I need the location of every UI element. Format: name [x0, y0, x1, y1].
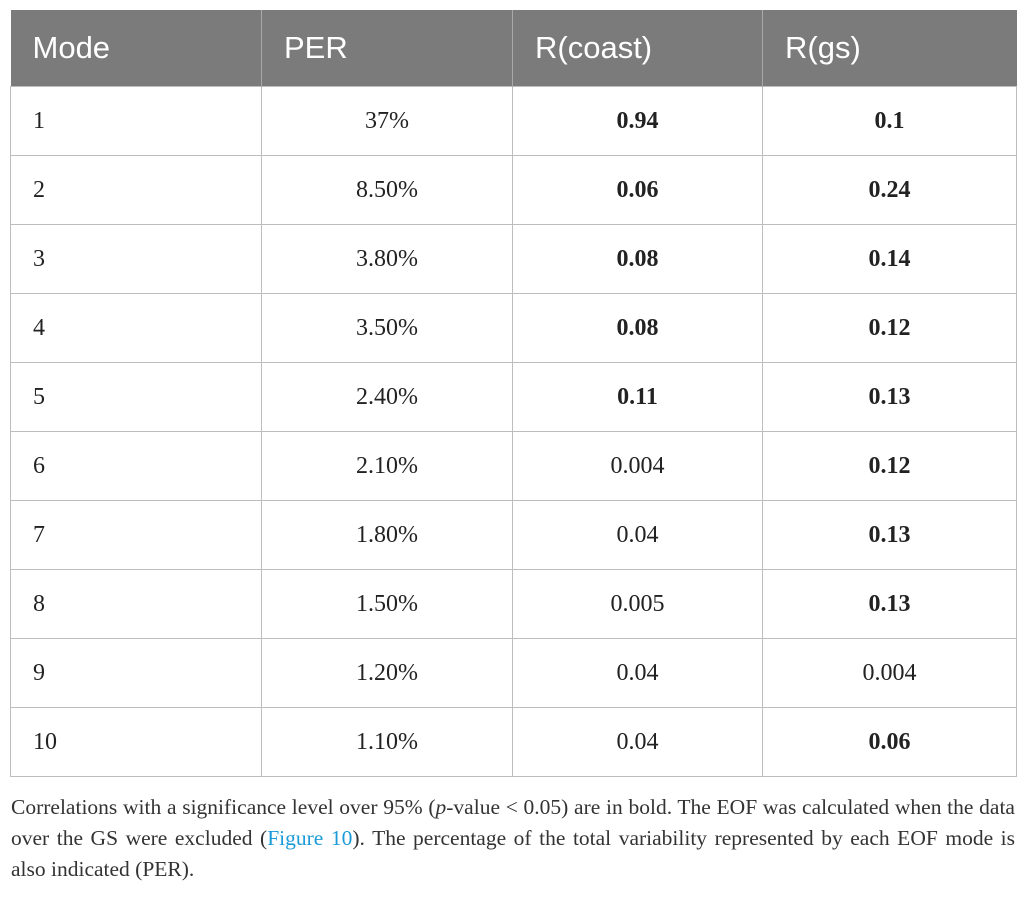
cell-r-gs: 0.13	[762, 569, 1017, 639]
cell-mode: 8	[10, 569, 262, 639]
cell-r-coast: 0.08	[512, 293, 763, 363]
figure-10-link[interactable]: Figure 10	[267, 826, 353, 850]
cell-r-gs: 0.12	[762, 431, 1017, 501]
cell-r-coast: 0.06	[512, 155, 763, 225]
cell-r-gs: 0.13	[762, 500, 1017, 570]
cell-mode: 1	[10, 86, 262, 156]
caption-p-italic: p	[435, 795, 447, 819]
cell-per: 2.10%	[261, 431, 513, 501]
cell-per: 3.80%	[261, 224, 513, 294]
caption-text-2: -value < 0.05) are in bold. The EOF was …	[11, 795, 1015, 850]
table-header: Mode PER R(coast) R(gs)	[10, 10, 1017, 87]
cell-per: 1.10%	[261, 707, 513, 777]
cell-r-coast: 0.11	[512, 362, 763, 432]
cell-mode: 6	[10, 431, 262, 501]
header-row: Mode PER R(coast) R(gs)	[10, 10, 1017, 87]
cell-r-coast: 0.04	[512, 500, 763, 570]
table-caption: Correlations with a significance level o…	[11, 792, 1015, 885]
cell-r-coast: 0.08	[512, 224, 763, 294]
cell-per: 37%	[261, 86, 513, 156]
table-row: 3 3.80% 0.08 0.14	[10, 224, 1017, 294]
table-body: 1 37% 0.94 0.1 2 8.50% 0.06 0.24 3 3.80% 0.08 0.14 4…	[10, 86, 1017, 777]
cell-per: 3.50%	[261, 293, 513, 363]
cell-r-coast: 0.005	[512, 569, 763, 639]
cell-per: 1.50%	[261, 569, 513, 639]
header-r-gs: R(gs)	[762, 10, 1017, 87]
cell-mode: 2	[10, 155, 262, 225]
cell-r-coast: 0.94	[512, 86, 763, 156]
cell-r-gs: 0.004	[762, 638, 1017, 708]
cell-mode: 4	[10, 293, 262, 363]
table-row: 8 1.50% 0.005 0.13	[10, 569, 1017, 639]
header-r-coast: R(coast)	[512, 10, 763, 87]
cell-mode: 3	[10, 224, 262, 294]
cell-r-gs: 0.12	[762, 293, 1017, 363]
cell-per: 1.20%	[261, 638, 513, 708]
eof-correlation-table: Mode PER R(coast) R(gs) 1 37% 0.94 0.1 2 8.50…	[10, 10, 1017, 777]
cell-r-gs: 0.1	[762, 86, 1017, 156]
table-row: 4 3.50% 0.08 0.12	[10, 293, 1017, 363]
cell-r-coast: 0.004	[512, 431, 763, 501]
cell-per: 2.40%	[261, 362, 513, 432]
cell-per: 1.80%	[261, 500, 513, 570]
caption-text-3: ). The percentage of the total variabili…	[11, 826, 1015, 881]
cell-r-gs: 0.14	[762, 224, 1017, 294]
cell-per: 8.50%	[261, 155, 513, 225]
table-row: 6 2.10% 0.004 0.12	[10, 431, 1017, 501]
header-mode: Mode	[10, 10, 262, 87]
header-per: PER	[261, 10, 513, 87]
cell-mode: 7	[10, 500, 262, 570]
table-row: 7 1.80% 0.04 0.13	[10, 500, 1017, 570]
cell-mode: 9	[10, 638, 262, 708]
cell-mode: 10	[10, 707, 262, 777]
cell-r-coast: 0.04	[512, 638, 763, 708]
table-row: 2 8.50% 0.06 0.24	[10, 155, 1017, 225]
caption-text-1: Correlations with a significance level o…	[11, 795, 436, 819]
table-row: 9 1.20% 0.04 0.004	[10, 638, 1017, 708]
table-row: 10 1.10% 0.04 0.06	[10, 707, 1017, 777]
table-row: 5 2.40% 0.11 0.13	[10, 362, 1017, 432]
cell-r-gs: 0.13	[762, 362, 1017, 432]
cell-r-coast: 0.04	[512, 707, 763, 777]
cell-mode: 5	[10, 362, 262, 432]
eof-table-container: Mode PER R(coast) R(gs) 1 37% 0.94 0.1 2 8.50…	[10, 10, 1017, 777]
cell-r-gs: 0.24	[762, 155, 1017, 225]
cell-r-gs: 0.06	[762, 707, 1017, 777]
table-row: 1 37% 0.94 0.1	[10, 86, 1017, 156]
